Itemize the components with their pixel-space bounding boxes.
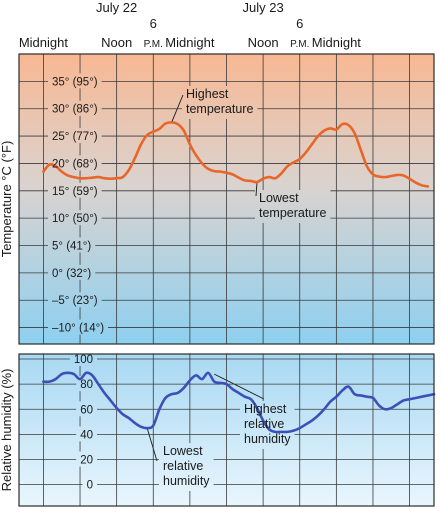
humidity-annotation-text: Lowest xyxy=(163,444,203,458)
temperature-plot-frame xyxy=(18,53,435,345)
humidity-y-tick-label: 80 xyxy=(80,379,93,391)
humidity-annotation-text: relative xyxy=(244,417,284,431)
humidity-y-tick-label: 100 xyxy=(74,354,93,366)
humidity-y-tick-label: 20 xyxy=(80,455,93,467)
time-of-day-label: Midnight xyxy=(165,35,215,50)
time-of-day-label: P.M. xyxy=(290,39,309,50)
time-of-day-label: Midnight xyxy=(19,35,69,50)
temperature-annotation-text: temperature xyxy=(259,206,326,220)
temperature-y-tick-label: 25° (77°) xyxy=(52,131,98,143)
date-label: July 22 xyxy=(96,0,137,15)
date-label: July 23 xyxy=(243,0,284,15)
time-of-day-label: P.M. xyxy=(144,39,163,50)
humidity-annotation-leader xyxy=(214,373,265,400)
humidity-plot-frame xyxy=(18,353,435,507)
temperature-y-tick-label: –5° (23°) xyxy=(52,295,98,307)
temperature-y-axis-label: Temperature °C (°F) xyxy=(0,141,14,258)
humidity-annotation-text: humidity xyxy=(163,474,210,488)
temperature-y-tick-label: 5° (41°) xyxy=(52,241,91,253)
time-of-day-label: 6 xyxy=(296,16,303,31)
temperature-y-tick-label: 30° (86°) xyxy=(52,104,98,116)
humidity-series-line xyxy=(42,371,436,434)
humidity-y-axis-label: Relative humidity (%) xyxy=(0,369,14,492)
temperature-y-tick-label: 0° (32°) xyxy=(52,268,91,280)
humidity-y-tick-label: 0 xyxy=(87,480,93,492)
time-of-day-label: 6 xyxy=(150,16,157,31)
time-of-day-label: Midnight xyxy=(312,35,362,50)
temperature-y-tick-label: 15° (59°) xyxy=(52,186,98,198)
humidity-annotation-text: relative xyxy=(163,459,203,473)
humidity-annotation-leader xyxy=(146,427,158,462)
temperature-y-tick-label: –10° (14°) xyxy=(52,323,104,335)
temperature-y-tick-label: 10° (50°) xyxy=(52,213,98,225)
temperature-y-tick-label: 35° (95°) xyxy=(52,76,98,88)
humidity-y-tick-label: 60 xyxy=(80,404,93,416)
humidity-annotation-text: Highest xyxy=(244,402,287,416)
temperature-annotation-text: Lowest xyxy=(259,191,299,205)
temperature-annotation-text: temperature xyxy=(186,102,253,116)
temperature-annotation-leader xyxy=(255,182,258,197)
time-of-day-label: Noon xyxy=(248,35,279,50)
humidity-y-tick-label: 40 xyxy=(80,429,93,441)
humidity-annotation-text: humidity xyxy=(244,432,291,446)
temperature-series-line xyxy=(42,121,430,188)
temperature-annotation-text: Highest xyxy=(186,87,229,101)
temperature-y-tick-label: 20° (68°) xyxy=(52,158,98,170)
time-of-day-label: Noon xyxy=(101,35,132,50)
